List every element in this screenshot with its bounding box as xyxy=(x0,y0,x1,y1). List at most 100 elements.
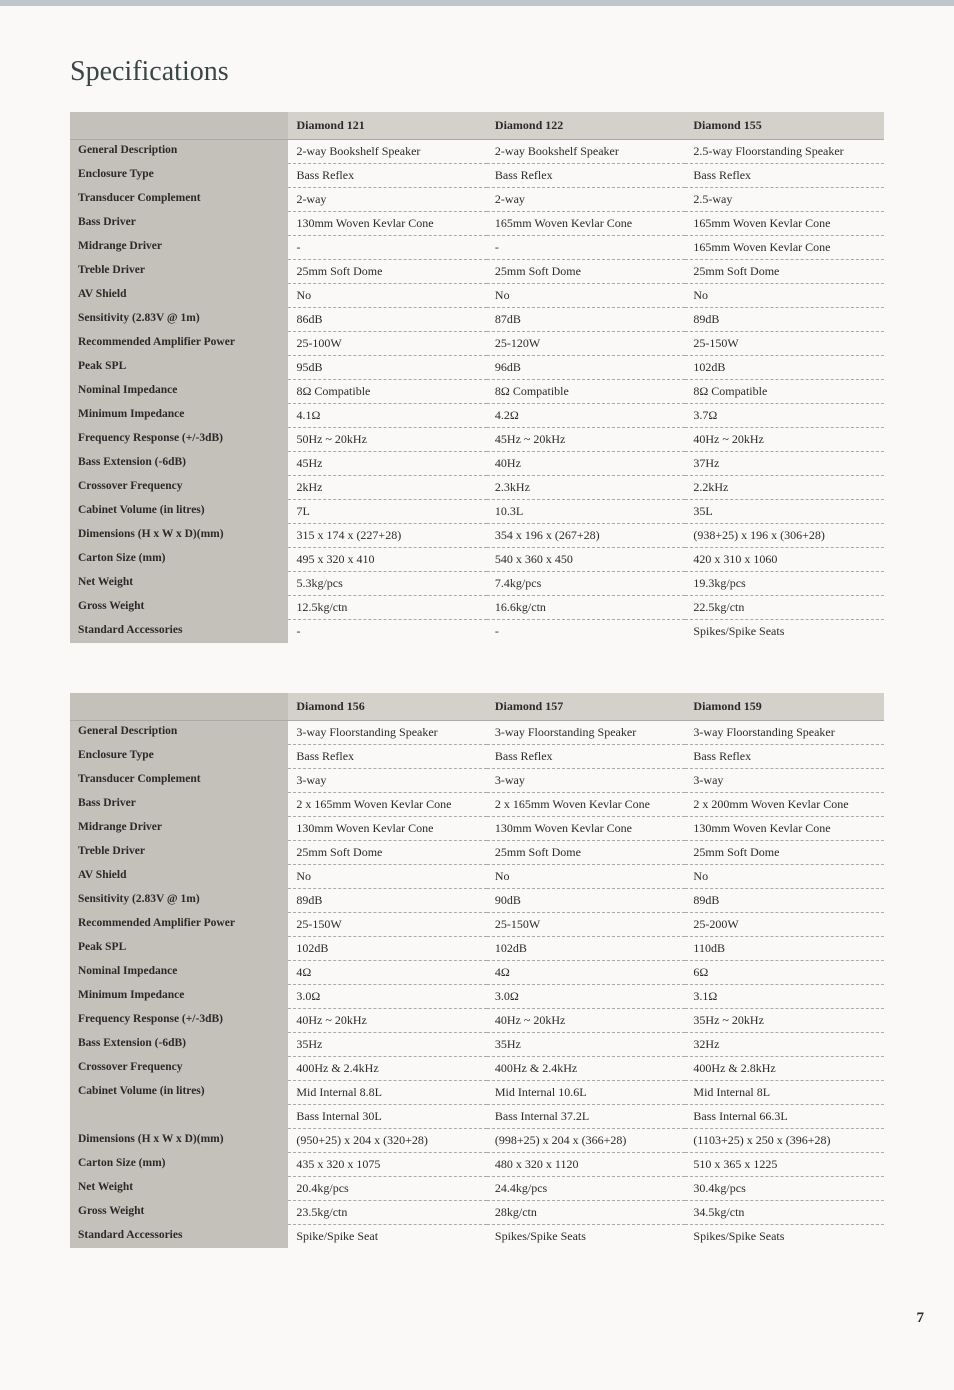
cell: 3-way xyxy=(288,769,487,793)
row-label: Nominal Impedance xyxy=(70,961,288,985)
cell: 25mm Soft Dome xyxy=(487,260,685,284)
table-row: Cabinet Volume (in litres)7L10.3L35L xyxy=(70,500,884,524)
table-row: Net Weight5.3kg/pcs7.4kg/pcs19.3kg/pcs xyxy=(70,572,884,596)
cell: 35L xyxy=(685,500,884,524)
row-label: Minimum Impedance xyxy=(70,985,288,1009)
cell: 2.2kHz xyxy=(685,476,884,500)
cell: 4.2Ω xyxy=(487,404,685,428)
cell: 495 x 320 x 410 xyxy=(288,548,486,572)
cell: 50Hz ~ 20kHz xyxy=(288,428,486,452)
row-label: Gross Weight xyxy=(70,1201,288,1225)
cell: Bass Reflex xyxy=(487,164,685,188)
cell: 102dB xyxy=(288,937,487,961)
table-row: Peak SPL102dB102dB110dB xyxy=(70,937,884,961)
cell: 3.1Ω xyxy=(685,985,884,1009)
cell: 3.0Ω xyxy=(288,985,487,1009)
cell: Spikes/Spike Seats xyxy=(487,1225,686,1249)
row-label: Enclosure Type xyxy=(70,164,288,188)
cell: No xyxy=(487,865,686,889)
row-label: AV Shield xyxy=(70,865,288,889)
cell: 2.3kHz xyxy=(487,476,685,500)
cell: 34.5kg/ctn xyxy=(685,1201,884,1225)
cell: 45Hz xyxy=(288,452,486,476)
row-label: General Description xyxy=(70,140,288,164)
cell: 95dB xyxy=(288,356,486,380)
cell: Bass Internal 30L xyxy=(288,1105,487,1129)
cell: 35Hz ~ 20kHz xyxy=(685,1009,884,1033)
cell: (998+25) x 204 x (366+28) xyxy=(487,1129,686,1153)
cell: No xyxy=(685,284,884,308)
table-row: Dimensions (H x W x D)(mm)(950+25) x 204… xyxy=(70,1129,884,1153)
cell: Bass Internal 66.3L xyxy=(685,1105,884,1129)
table-row: Frequency Response (+/-3dB)40Hz ~ 20kHz4… xyxy=(70,1009,884,1033)
row-label: Carton Size (mm) xyxy=(70,1153,288,1177)
cell: Mid Internal 8.8L xyxy=(288,1081,487,1105)
table-row: Frequency Response (+/-3dB)50Hz ~ 20kHz4… xyxy=(70,428,884,452)
cell: 102dB xyxy=(487,937,686,961)
cell: 6Ω xyxy=(685,961,884,985)
cell: 22.5kg/ctn xyxy=(685,596,884,620)
row-label: Peak SPL xyxy=(70,937,288,961)
header-col-3: Diamond 155 xyxy=(685,112,884,140)
cell: 3.7Ω xyxy=(685,404,884,428)
cell: 23.5kg/ctn xyxy=(288,1201,487,1225)
cell: 2.5-way Floorstanding Speaker xyxy=(685,140,884,164)
cell: 37Hz xyxy=(685,452,884,476)
cell: 4.1Ω xyxy=(288,404,486,428)
table-row: Standard AccessoriesSpike/Spike SeatSpik… xyxy=(70,1225,884,1249)
cell: Bass Reflex xyxy=(288,164,486,188)
cell: 130mm Woven Kevlar Cone xyxy=(487,817,686,841)
cell: 5.3kg/pcs xyxy=(288,572,486,596)
cell: 25-120W xyxy=(487,332,685,356)
cell: 400Hz & 2.4kHz xyxy=(288,1057,487,1081)
table-row: Nominal Impedance8Ω Compatible8Ω Compati… xyxy=(70,380,884,404)
cell: 400Hz & 2.4kHz xyxy=(487,1057,686,1081)
cell: 19.3kg/pcs xyxy=(685,572,884,596)
table-row: Midrange Driver130mm Woven Kevlar Cone13… xyxy=(70,817,884,841)
table-row: General Description2-way Bookshelf Speak… xyxy=(70,140,884,164)
cell: 25-200W xyxy=(685,913,884,937)
table-row: AV ShieldNoNoNo xyxy=(70,284,884,308)
header-col-1: Diamond 121 xyxy=(288,112,486,140)
cell: 25mm Soft Dome xyxy=(685,260,884,284)
table-row: Minimum Impedance3.0Ω3.0Ω3.1Ω xyxy=(70,985,884,1009)
table-row: Gross Weight12.5kg/ctn16.6kg/ctn22.5kg/c… xyxy=(70,596,884,620)
cell: 25-150W xyxy=(487,913,686,937)
cell: 2-way xyxy=(487,188,685,212)
row-label: Sensitivity (2.83V @ 1m) xyxy=(70,889,288,913)
cell: 3-way Floorstanding Speaker xyxy=(487,721,686,745)
cell: 540 x 360 x 450 xyxy=(487,548,685,572)
table-row: Carton Size (mm)495 x 320 x 410540 x 360… xyxy=(70,548,884,572)
header-blank xyxy=(70,693,288,721)
cell: Spikes/Spike Seats xyxy=(685,620,884,644)
table-row: Dimensions (H x W x D)(mm)315 x 174 x (2… xyxy=(70,524,884,548)
cell: 4Ω xyxy=(487,961,686,985)
table-header-row: Diamond 121 Diamond 122 Diamond 155 xyxy=(70,112,884,140)
cell: Spike/Spike Seat xyxy=(288,1225,487,1249)
row-label: Bass Driver xyxy=(70,212,288,236)
cell: 40Hz ~ 20kHz xyxy=(685,428,884,452)
page-title: Specifications xyxy=(70,56,884,88)
page-number: 7 xyxy=(917,1310,925,1327)
cell: 35Hz xyxy=(288,1033,487,1057)
row-label: Bass Extension (-6dB) xyxy=(70,452,288,476)
cell: Mid Internal 10.6L xyxy=(487,1081,686,1105)
cell: 400Hz & 2.8kHz xyxy=(685,1057,884,1081)
header-col-1: Diamond 156 xyxy=(288,693,487,721)
table-row: Crossover Frequency2kHz2.3kHz2.2kHz xyxy=(70,476,884,500)
row-label: Standard Accessories xyxy=(70,1225,288,1249)
row-label: Transducer Complement xyxy=(70,769,288,793)
table-header-row: Diamond 156 Diamond 157 Diamond 159 xyxy=(70,693,884,721)
cell: 354 x 196 x (267+28) xyxy=(487,524,685,548)
table-row: Bass Driver130mm Woven Kevlar Cone165mm … xyxy=(70,212,884,236)
table-row: Transducer Complement2-way2-way2.5-way xyxy=(70,188,884,212)
table-row: Peak SPL95dB96dB102dB xyxy=(70,356,884,380)
table-row: Standard Accessories--Spikes/Spike Seats xyxy=(70,620,884,644)
cell: 45Hz ~ 20kHz xyxy=(487,428,685,452)
cell: 25mm Soft Dome xyxy=(685,841,884,865)
table-row: Treble Driver25mm Soft Dome25mm Soft Dom… xyxy=(70,260,884,284)
row-label: AV Shield xyxy=(70,284,288,308)
cell: 87dB xyxy=(487,308,685,332)
cell: 89dB xyxy=(685,308,884,332)
cell: No xyxy=(288,284,486,308)
